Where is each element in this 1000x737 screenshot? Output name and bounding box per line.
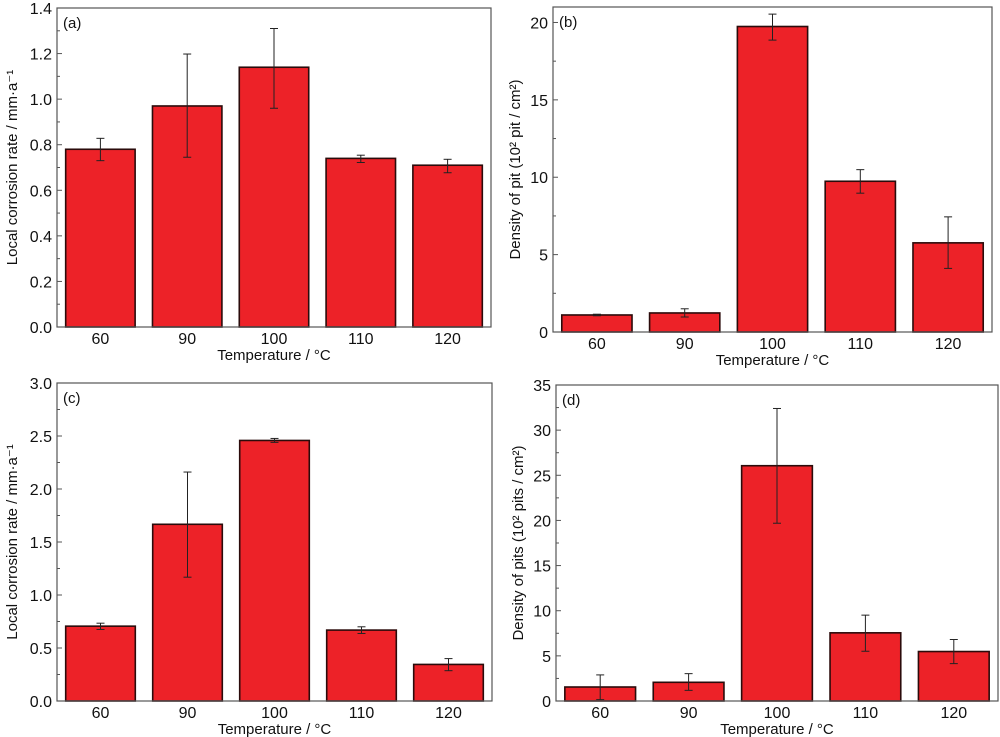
chart-panel-d: 60 90 100 110 120 0 5 10 15 20 25 30 35 (d) Temperatur… — [510, 378, 999, 737]
x-tick-label: 60 — [92, 705, 110, 722]
chart-panel-c: 60 90 100 110 120 0.0 0.5 1.0 1.5 2.0 2.5 3.0 (c) Tem… — [4, 376, 493, 737]
x-tick-label: 100 — [759, 336, 786, 353]
y-axis-label: Density of pits (10² pits / cm²) — [510, 445, 527, 640]
chart-panel-b: 60 90 100 110 120 0 5 10 15 20 (b) Temperature / °C… — [507, 6, 993, 369]
bar — [238, 439, 311, 702]
y-tick-label: 3.0 — [30, 376, 52, 393]
panel-label: (b) — [559, 14, 577, 31]
bar — [325, 629, 398, 702]
y-tick-label: 0.8 — [30, 138, 52, 155]
x-tick-label: 120 — [935, 336, 962, 353]
panel-label: (c) — [63, 390, 81, 407]
x-tick-label: 110 — [348, 331, 374, 348]
y-tick-label: 20 — [530, 15, 548, 32]
bar — [560, 314, 633, 333]
x-tick-label: 60 — [588, 336, 606, 353]
y-tick-label: 1.5 — [30, 535, 52, 552]
y-tick-label: 0.4 — [30, 229, 52, 246]
y-tick-label: 0.0 — [30, 320, 52, 337]
bar — [736, 25, 809, 333]
y-tick-label: 5 — [542, 649, 551, 666]
x-tick-label: 60 — [591, 705, 609, 722]
y-axis-label: Density of pit (10² pit / cm²) — [507, 79, 524, 259]
y-tick-label: 0.2 — [30, 274, 52, 291]
x-tick-label: 100 — [261, 331, 288, 348]
x-axis-label: Temperature / °C — [217, 347, 331, 364]
panel-label: (a) — [63, 15, 81, 32]
y-tick-label: 1.4 — [30, 1, 52, 18]
x-tick-label: 120 — [434, 331, 461, 348]
y-tick-label: 15 — [533, 559, 551, 576]
y-tick-label: 0.0 — [30, 694, 52, 711]
y-tick-label: 10 — [530, 170, 548, 187]
bar — [64, 625, 137, 702]
x-tick-label: 90 — [179, 705, 197, 722]
y-tick-label: 0 — [542, 694, 551, 711]
y-tick-label: 2.0 — [30, 482, 52, 499]
plot-frame — [552, 6, 993, 333]
y-tick-label: 15 — [530, 93, 548, 110]
x-tick-label: 120 — [940, 705, 967, 722]
bar — [412, 164, 484, 328]
y-tick-label: 1.2 — [30, 47, 52, 64]
chart-panel-a: 60 90 100 110 120 0.0 0.2 0.4 0.6 0.8 1.0 1.2 1.4 (a)… — [4, 1, 492, 364]
x-tick-label: 90 — [178, 331, 196, 348]
x-tick-label: 100 — [764, 705, 791, 722]
y-axis-label: Local corrosion rate / mm·a⁻¹ — [4, 70, 21, 265]
x-tick-label: 90 — [680, 705, 698, 722]
x-tick-label: 90 — [676, 336, 694, 353]
bar — [824, 180, 897, 333]
x-tick-label: 110 — [848, 336, 874, 353]
y-tick-label: 5 — [539, 248, 548, 265]
x-tick-label: 100 — [261, 705, 288, 722]
y-tick-label: 35 — [533, 378, 551, 395]
y-tick-label: 0 — [539, 325, 548, 342]
bar — [64, 148, 136, 328]
y-tick-label: 2.5 — [30, 429, 52, 446]
x-axis-label: Temperature / °C — [716, 352, 830, 369]
x-tick-label: 110 — [853, 705, 879, 722]
y-tick-label: 1.0 — [30, 92, 52, 109]
bar — [325, 157, 397, 328]
x-tick-label: 60 — [92, 331, 110, 348]
bar — [238, 66, 310, 328]
x-tick-label: 120 — [435, 705, 462, 722]
panel-label: (d) — [562, 392, 580, 409]
y-axis-label: Local corrosion rate / mm·a⁻¹ — [4, 444, 21, 639]
y-tick-label: 20 — [533, 513, 551, 530]
y-tick-label: 0.6 — [30, 183, 52, 200]
y-tick-label: 10 — [533, 604, 551, 621]
y-tick-label: 30 — [533, 423, 551, 440]
y-tick-label: 0.5 — [30, 641, 52, 658]
x-axis-label: Temperature / °C — [720, 721, 834, 737]
x-tick-label: 110 — [349, 705, 375, 722]
y-tick-label: 25 — [533, 468, 551, 485]
y-tick-label: 1.0 — [30, 588, 52, 605]
x-axis-label: Temperature / °C — [218, 721, 332, 737]
